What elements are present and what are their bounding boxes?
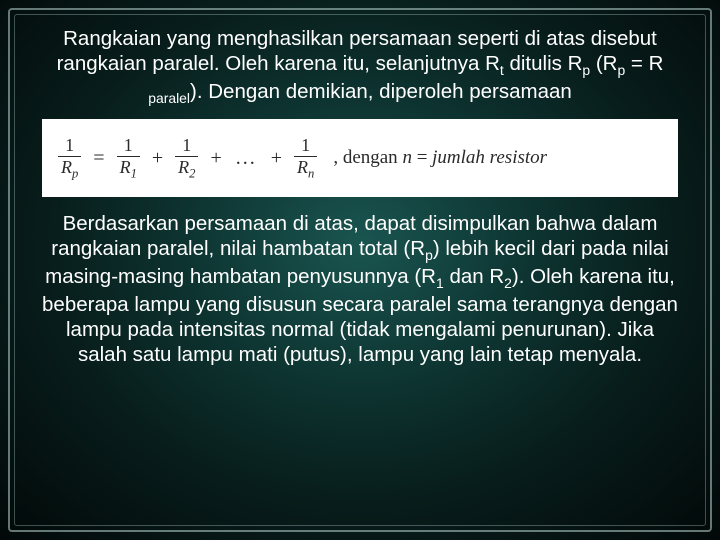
frac-lhs: 1 Rp: [58, 136, 81, 181]
lhs-den-r: R: [61, 157, 72, 177]
p1-b: ditulis R: [504, 52, 583, 75]
plus-3: +: [269, 147, 284, 170]
frac-r2: 1 R2: [175, 136, 198, 181]
r1-den: R1: [117, 156, 140, 181]
slide-content: Rangkaian yang menghasilkan persamaan se…: [0, 0, 720, 387]
equation: 1 Rp = 1 R1 + 1 R2 + ... + 1 Rn , dengan…: [58, 136, 547, 181]
frac-lhs-den: Rp: [58, 156, 81, 181]
equation-annotation: , dengan n = jumlah resistor: [333, 147, 547, 169]
annot-value: jumlah resistor: [432, 147, 547, 168]
p1-sub-paralel: paralel: [148, 90, 190, 106]
ellipsis: ...: [234, 147, 259, 170]
plus-2: +: [208, 147, 223, 170]
equation-band: 1 Rp = 1 R1 + 1 R2 + ... + 1 Rn , dengan…: [42, 119, 678, 197]
rn-den-r: R: [297, 157, 308, 177]
r2-den-r: R: [178, 157, 189, 177]
p2-sub-1: 1: [436, 275, 444, 291]
lhs-den-sub: p: [72, 166, 78, 180]
p1-e: ). Dengan demikian, diperoleh persamaan: [190, 80, 572, 103]
rn-num: 1: [299, 136, 312, 156]
frac-lhs-num: 1: [63, 136, 76, 156]
annot-var: n: [402, 147, 412, 168]
rn-den-sub: n: [308, 166, 314, 180]
p2-c: dan R: [444, 265, 504, 288]
plus-1: +: [150, 147, 165, 170]
r1-num: 1: [122, 136, 135, 156]
r2-num: 1: [180, 136, 193, 156]
frac-rn: 1 Rn: [294, 136, 317, 181]
rn-den: Rn: [294, 156, 317, 181]
annot-prefix: , dengan: [333, 147, 402, 168]
r1-den-r: R: [120, 157, 131, 177]
p1-sub-p1: p: [582, 62, 590, 78]
p2-sub-2: 2: [504, 275, 512, 291]
p1-d: = R: [625, 52, 663, 75]
r2-den: R2: [175, 156, 198, 181]
paragraph-1: Rangkaian yang menghasilkan persamaan se…: [42, 26, 678, 107]
p2-sub-p: p: [425, 247, 433, 263]
annot-eq: =: [412, 147, 432, 168]
p1-c: (R: [590, 52, 617, 75]
equals-1: =: [91, 147, 106, 170]
paragraph-2: Berdasarkan persamaan di atas, dapat dis…: [42, 211, 678, 367]
frac-r1: 1 R1: [117, 136, 140, 181]
r2-den-sub: 2: [189, 166, 195, 180]
r1-den-sub: 1: [131, 166, 137, 180]
